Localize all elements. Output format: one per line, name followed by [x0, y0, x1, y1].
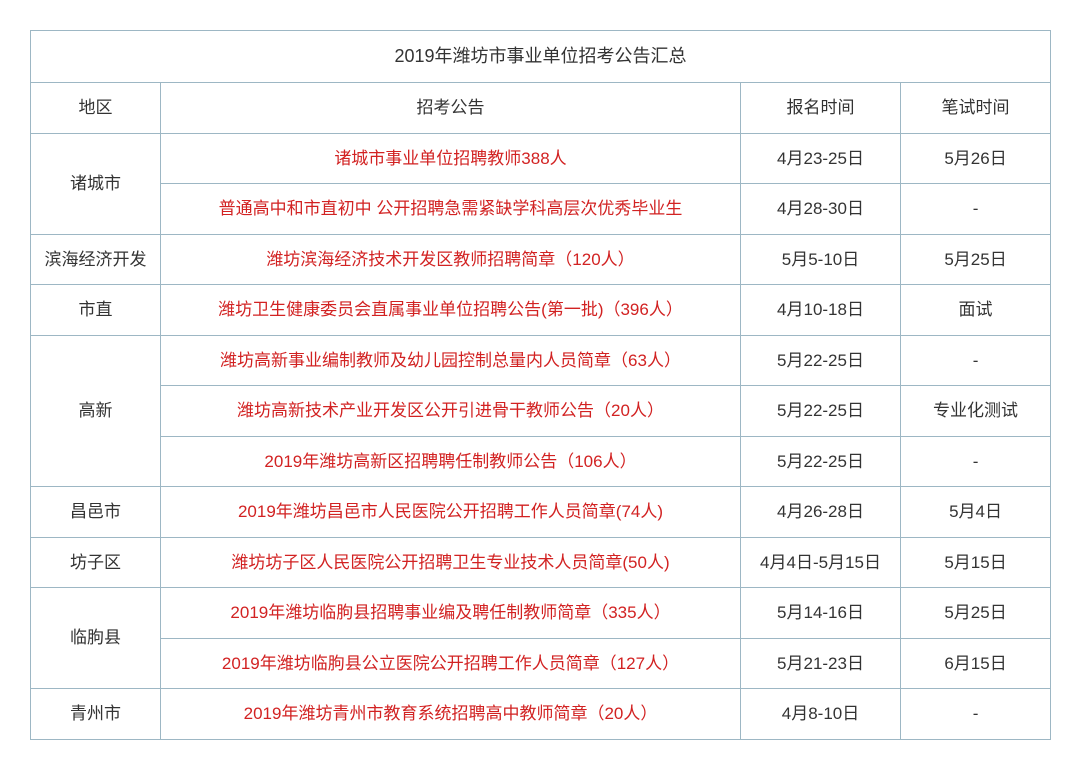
exam-cell: 5月15日	[901, 537, 1051, 588]
notice-cell[interactable]: 2019年潍坊昌邑市人民医院公开招聘工作人员简章(74人)	[161, 487, 741, 538]
table-title: 2019年潍坊市事业单位招考公告汇总	[31, 31, 1051, 83]
apply-cell: 4月4日-5月15日	[741, 537, 901, 588]
apply-cell: 5月5-10日	[741, 234, 901, 285]
exam-cell: 专业化测试	[901, 386, 1051, 437]
notice-cell[interactable]: 2019年潍坊临朐县公立医院公开招聘工作人员简章（127人）	[161, 638, 741, 689]
exam-cell: 5月4日	[901, 487, 1051, 538]
exam-cell: 5月26日	[901, 133, 1051, 184]
notice-cell[interactable]: 潍坊坊子区人民医院公开招聘卫生专业技术人员简章(50人)	[161, 537, 741, 588]
exam-cell: 面试	[901, 285, 1051, 336]
col-header-region: 地区	[31, 83, 161, 134]
region-cell: 昌邑市	[31, 487, 161, 538]
exam-cell: -	[901, 184, 1051, 235]
apply-cell: 5月22-25日	[741, 436, 901, 487]
apply-cell: 5月22-25日	[741, 386, 901, 437]
apply-cell: 4月26-28日	[741, 487, 901, 538]
notice-cell[interactable]: 潍坊滨海经济技术开发区教师招聘简章（120人）	[161, 234, 741, 285]
region-cell: 诸城市	[31, 133, 161, 234]
notice-cell[interactable]: 潍坊高新事业编制教师及幼儿园控制总量内人员简章（63人）	[161, 335, 741, 386]
exam-cell: 5月25日	[901, 588, 1051, 639]
notice-cell[interactable]: 诸城市事业单位招聘教师388人	[161, 133, 741, 184]
notice-cell[interactable]: 潍坊卫生健康委员会直属事业单位招聘公告(第一批)（396人）	[161, 285, 741, 336]
apply-cell: 4月10-18日	[741, 285, 901, 336]
notice-cell[interactable]: 普通高中和市直初中 公开招聘急需紧缺学科高层次优秀毕业生	[161, 184, 741, 235]
col-header-notice: 招考公告	[161, 83, 741, 134]
apply-cell: 4月8-10日	[741, 689, 901, 740]
region-cell: 坊子区	[31, 537, 161, 588]
apply-cell: 4月23-25日	[741, 133, 901, 184]
notice-cell[interactable]: 2019年潍坊高新区招聘聘任制教师公告（106人）	[161, 436, 741, 487]
exam-cell: -	[901, 689, 1051, 740]
region-cell: 滨海经济开发	[31, 234, 161, 285]
apply-cell: 5月22-25日	[741, 335, 901, 386]
region-cell: 市直	[31, 285, 161, 336]
notice-cell[interactable]: 2019年潍坊临朐县招聘事业编及聘任制教师简章（335人）	[161, 588, 741, 639]
region-cell: 青州市	[31, 689, 161, 740]
apply-cell: 4月28-30日	[741, 184, 901, 235]
notice-cell[interactable]: 潍坊高新技术产业开发区公开引进骨干教师公告（20人）	[161, 386, 741, 437]
apply-cell: 5月21-23日	[741, 638, 901, 689]
exam-cell: 6月15日	[901, 638, 1051, 689]
table-container: 2019年潍坊市事业单位招考公告汇总 地区 招考公告 报名时间 笔试时间 诸城市…	[30, 30, 1050, 740]
region-cell: 高新	[31, 335, 161, 487]
exam-cell: 5月25日	[901, 234, 1051, 285]
col-header-exam: 笔试时间	[901, 83, 1051, 134]
exam-cell: -	[901, 436, 1051, 487]
col-header-apply: 报名时间	[741, 83, 901, 134]
apply-cell: 5月14-16日	[741, 588, 901, 639]
exam-cell: -	[901, 335, 1051, 386]
notice-cell[interactable]: 2019年潍坊青州市教育系统招聘高中教师简章（20人）	[161, 689, 741, 740]
recruitment-table: 2019年潍坊市事业单位招考公告汇总 地区 招考公告 报名时间 笔试时间 诸城市…	[30, 30, 1051, 740]
region-cell: 临朐县	[31, 588, 161, 689]
